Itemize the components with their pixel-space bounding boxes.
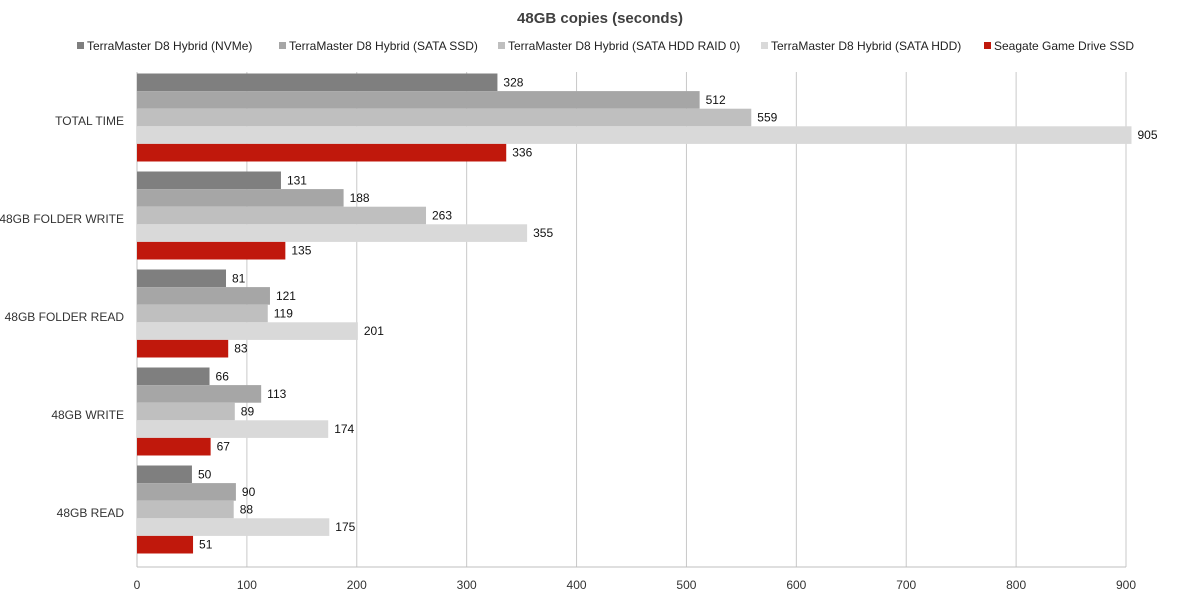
bar-48gb-write-terramaster-d8-hybrid-nvme [137,367,210,386]
data-label-total-time-terramaster-d8-hybrid-sata-hdd: 905 [1137,128,1157,142]
bar-48gb-folder-write-terramaster-d8-hybrid-nvme [137,171,281,190]
legend-label-seagate-game-drive-ssd: Seagate Game Drive SSD [994,39,1134,53]
category-label-48gb-read: 48GB READ [57,506,125,520]
bar-48gb-read-terramaster-d8-hybrid-sata-hdd-raid-0 [137,500,234,519]
legend-label-terramaster-d8-hybrid-nvme: TerraMaster D8 Hybrid (NVMe) [87,39,252,53]
bar-total-time-terramaster-d8-hybrid-sata-ssd [137,91,700,109]
bar-48gb-read-seagate-game-drive-ssd [137,535,194,554]
legend-swatch-terramaster-d8-hybrid-sata-hdd [761,42,768,49]
x-tick-label-400: 400 [567,578,587,592]
legend-label-terramaster-d8-hybrid-sata-hdd-raid-0: TerraMaster D8 Hybrid (SATA HDD RAID 0) [508,39,740,53]
bar-48gb-write-terramaster-d8-hybrid-sata-ssd [137,385,262,403]
x-axis-ticks: 0 100 200 300 400 500 600 700 800 900 [134,578,1137,592]
data-label-48gb-write-terramaster-d8-hybrid-sata-ssd: 113 [267,387,286,401]
bars: 328 512 559 905 336 131 188 263 355 135 81 121 119 20… [137,73,1158,554]
chart-title: 48GB copies (seconds) [517,10,683,27]
data-label-total-time-seagate-game-drive-ssd: 336 [512,146,532,160]
data-label-48gb-read-terramaster-d8-hybrid-sata-ssd: 90 [242,485,256,499]
bar-48gb-folder-write-terramaster-d8-hybrid-sata-ssd [137,189,344,207]
x-tick-label-500: 500 [676,578,696,592]
bar-48gb-folder-read-seagate-game-drive-ssd [137,339,229,358]
legend-swatch-seagate-game-drive-ssd [984,42,991,49]
data-label-48gb-write-terramaster-d8-hybrid-nvme: 66 [216,369,230,383]
x-tick-label-600: 600 [786,578,806,592]
bar-48gb-folder-write-terramaster-d8-hybrid-sata-hdd-raid-0 [137,206,427,225]
x-tick-label-0: 0 [134,578,141,592]
bar-48gb-read-terramaster-d8-hybrid-sata-ssd [137,483,236,501]
bar-48gb-read-terramaster-d8-hybrid-sata-hdd [137,518,330,536]
data-label-48gb-read-terramaster-d8-hybrid-nvme: 50 [198,467,212,481]
data-label-48gb-folder-write-terramaster-d8-hybrid-sata-hdd-raid-0: 263 [432,209,452,223]
category-label-total-time: TOTAL TIME [55,114,124,128]
x-tick-label-700: 700 [896,578,916,592]
category-labels: TOTAL TIME 48GB FOLDER WRITE 48GB FOLDER R… [0,114,124,520]
data-label-48gb-read-seagate-game-drive-ssd: 51 [199,538,213,552]
data-label-48gb-folder-read-seagate-game-drive-ssd: 83 [234,342,248,356]
bar-total-time-terramaster-d8-hybrid-sata-hdd [137,126,1132,144]
bar-48gb-write-terramaster-d8-hybrid-sata-hdd-raid-0 [137,402,235,421]
data-label-total-time-terramaster-d8-hybrid-sata-hdd-raid-0: 559 [757,111,777,125]
legend: TerraMaster D8 Hybrid (NVMe) TerraMaster … [77,39,1134,53]
bar-48gb-folder-write-terramaster-d8-hybrid-sata-hdd [137,224,528,242]
bar-48gb-folder-read-terramaster-d8-hybrid-sata-hdd-raid-0 [137,304,268,323]
data-label-48gb-folder-read-terramaster-d8-hybrid-sata-hdd: 201 [364,324,384,338]
bar-48gb-folder-write-seagate-game-drive-ssd [137,241,286,260]
bar-48gb-write-seagate-game-drive-ssd [137,437,211,456]
x-tick-label-900: 900 [1116,578,1136,592]
x-tick-label-200: 200 [347,578,367,592]
legend-label-terramaster-d8-hybrid-sata-ssd: TerraMaster D8 Hybrid (SATA SSD) [289,39,478,53]
bar-total-time-terramaster-d8-hybrid-sata-hdd-raid-0 [137,108,752,127]
legend-swatch-terramaster-d8-hybrid-sata-hdd-raid-0 [498,42,505,49]
bar-total-time-seagate-game-drive-ssd [137,143,507,162]
category-label-48gb-folder-write: 48GB FOLDER WRITE [0,212,124,226]
bar-48gb-folder-read-terramaster-d8-hybrid-sata-ssd [137,287,270,305]
category-label-48gb-folder-read: 48GB FOLDER READ [5,310,125,324]
category-label-48gb-write: 48GB WRITE [51,408,124,422]
legend-label-terramaster-d8-hybrid-sata-hdd: TerraMaster D8 Hybrid (SATA HDD) [771,39,961,53]
data-label-48gb-read-terramaster-d8-hybrid-sata-hdd: 175 [335,520,355,534]
data-label-48gb-write-terramaster-d8-hybrid-sata-hdd: 174 [334,422,354,436]
data-label-48gb-folder-read-terramaster-d8-hybrid-sata-ssd: 121 [276,289,296,303]
data-label-48gb-folder-write-terramaster-d8-hybrid-nvme: 131 [287,173,307,187]
data-label-total-time-terramaster-d8-hybrid-nvme: 328 [503,75,523,89]
data-label-48gb-folder-read-terramaster-d8-hybrid-nvme: 81 [232,271,246,285]
data-label-total-time-terramaster-d8-hybrid-sata-ssd: 512 [706,93,726,107]
data-label-48gb-write-terramaster-d8-hybrid-sata-hdd-raid-0: 89 [241,405,255,419]
bar-total-time-terramaster-d8-hybrid-nvme [137,73,498,92]
data-label-48gb-folder-write-terramaster-d8-hybrid-sata-hdd: 355 [533,226,553,240]
data-label-48gb-folder-write-seagate-game-drive-ssd: 135 [291,244,311,258]
bar-48gb-folder-read-terramaster-d8-hybrid-nvme [137,269,227,288]
legend-swatch-terramaster-d8-hybrid-nvme [77,42,84,49]
data-label-48gb-read-terramaster-d8-hybrid-sata-hdd-raid-0: 88 [240,503,254,517]
x-tick-label-800: 800 [1006,578,1026,592]
x-tick-label-100: 100 [237,578,257,592]
bar-48gb-read-terramaster-d8-hybrid-nvme [137,465,192,484]
data-label-48gb-write-seagate-game-drive-ssd: 67 [217,440,231,454]
bar-48gb-folder-read-terramaster-d8-hybrid-sata-hdd [137,322,358,340]
data-label-48gb-folder-write-terramaster-d8-hybrid-sata-ssd: 188 [350,191,370,205]
legend-swatch-terramaster-d8-hybrid-sata-ssd [279,42,286,49]
x-tick-label-300: 300 [457,578,477,592]
bar-48gb-write-terramaster-d8-hybrid-sata-hdd [137,420,329,438]
data-label-48gb-folder-read-terramaster-d8-hybrid-sata-hdd-raid-0: 119 [274,307,293,321]
